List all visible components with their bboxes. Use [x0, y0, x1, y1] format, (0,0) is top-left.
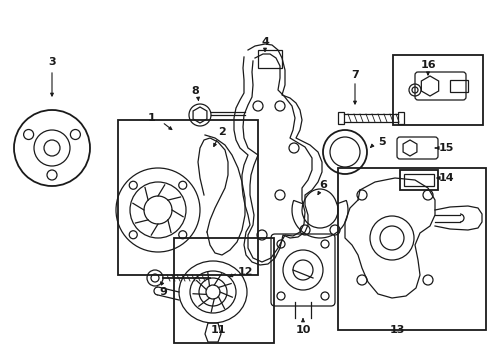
Bar: [337, 168, 485, 330]
Text: 11: 11: [210, 325, 225, 335]
Text: 3: 3: [48, 57, 56, 67]
Text: 16: 16: [419, 60, 435, 70]
Text: 12: 12: [237, 267, 252, 277]
Bar: [403, 174, 433, 186]
Bar: [392, 55, 482, 125]
Bar: [337, 112, 343, 124]
Text: 9: 9: [159, 287, 166, 297]
Text: 6: 6: [318, 180, 326, 190]
Text: 5: 5: [377, 137, 385, 147]
Text: 1: 1: [148, 113, 156, 123]
Bar: [449, 80, 467, 92]
Text: 8: 8: [191, 86, 199, 96]
Text: 4: 4: [261, 37, 268, 47]
Text: 14: 14: [437, 173, 453, 183]
Bar: [397, 112, 403, 124]
Text: 15: 15: [437, 143, 453, 153]
Text: 7: 7: [350, 70, 358, 80]
Bar: [399, 170, 437, 190]
Text: 2: 2: [218, 127, 225, 137]
Bar: [174, 238, 273, 343]
Bar: [258, 50, 282, 68]
Text: 10: 10: [295, 325, 310, 335]
Bar: [118, 120, 258, 275]
Text: 13: 13: [388, 325, 404, 335]
